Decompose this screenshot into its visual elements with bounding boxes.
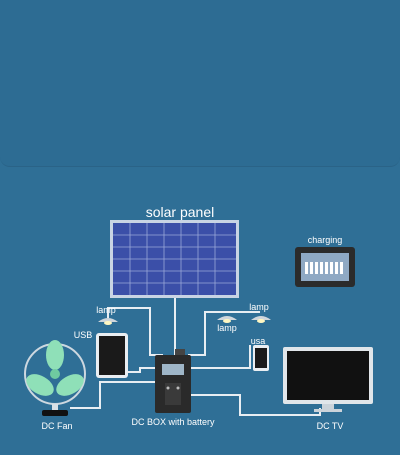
lamp-left-label: lamp (96, 305, 116, 315)
usb-left-label: USB (74, 330, 93, 340)
tv-label: DC TV (317, 421, 344, 431)
charging-label: charging (308, 235, 343, 245)
wires (70, 297, 321, 416)
tablet-icon (96, 333, 128, 378)
wire-tv (190, 394, 321, 416)
solar-panel-label: solar panel (146, 204, 215, 220)
tv-icon (283, 347, 373, 412)
fan-icon (24, 340, 86, 416)
lamp-icon (217, 316, 237, 323)
lamp-icon (98, 318, 118, 325)
usb-right-label: usa (251, 336, 266, 346)
wire-tablet (120, 367, 160, 373)
phone-icon (253, 345, 269, 371)
wire-phone (190, 345, 251, 369)
fan-label: DC Fan (41, 421, 72, 431)
lamp-mid-label: lamp (217, 323, 237, 333)
box-label: DC BOX with battery (131, 417, 215, 427)
charge-controller-icon (295, 247, 355, 287)
lamp-right-label: lamp (249, 302, 269, 312)
lamp-icon (251, 316, 271, 323)
top-panel (0, 0, 400, 167)
solar-panel-icon (110, 220, 239, 298)
wire-lamp-left (107, 307, 163, 356)
wire-lamp-right (188, 311, 260, 356)
battery-box-icon (155, 349, 191, 413)
wire-fan (70, 381, 160, 409)
